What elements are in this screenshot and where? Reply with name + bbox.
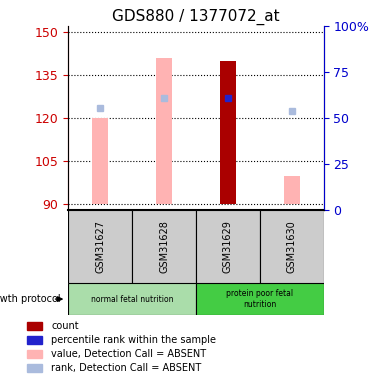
Text: rank, Detection Call = ABSENT: rank, Detection Call = ABSENT [51,363,201,373]
Text: normal fetal nutrition: normal fetal nutrition [91,295,174,304]
Text: count: count [51,321,79,331]
Bar [68,283,196,315]
Title: GDS880 / 1377072_at: GDS880 / 1377072_at [112,9,280,25]
Bar [220,61,236,204]
Text: protein poor fetal
nutrition: protein poor fetal nutrition [226,290,293,309]
Text: value, Detection Call = ABSENT: value, Detection Call = ABSENT [51,349,206,359]
Bar [27,322,42,330]
Text: GSM31630: GSM31630 [287,220,297,273]
Text: GSM31628: GSM31628 [159,220,169,273]
Text: GSM31627: GSM31627 [95,220,105,273]
Bar [132,210,196,283]
Text: growth protocol: growth protocol [0,294,60,304]
Bar [27,336,42,344]
Bar [260,210,324,283]
Text: percentile rank within the sample: percentile rank within the sample [51,335,216,345]
Bar [27,350,42,358]
Bar [27,364,42,372]
Bar [196,210,260,283]
Text: GSM31629: GSM31629 [223,220,233,273]
Bar [68,210,132,283]
Bar [92,118,108,204]
Bar [196,283,324,315]
Bar [284,176,300,204]
Bar [156,58,172,204]
